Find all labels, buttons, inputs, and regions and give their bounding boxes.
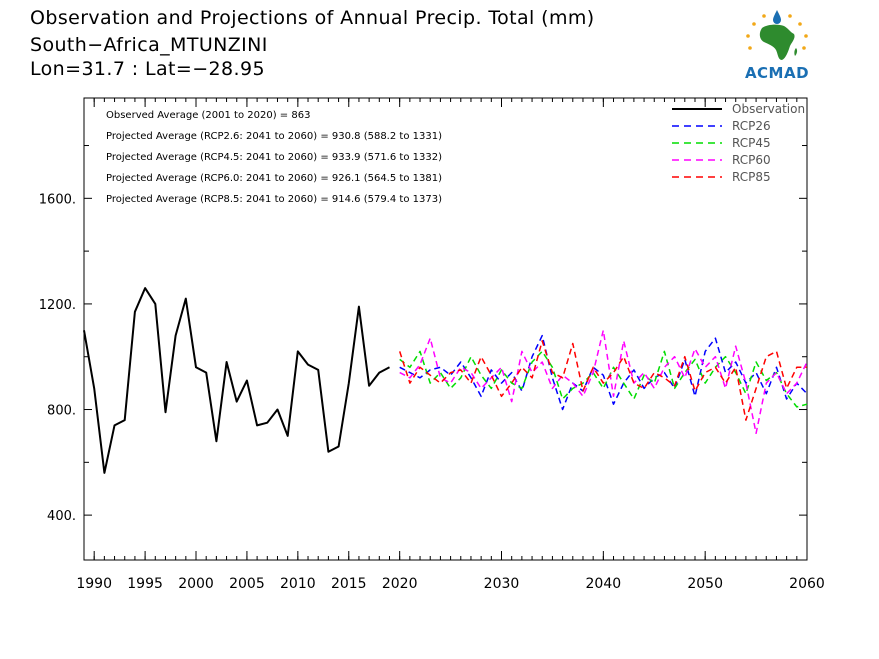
annotation-text: Projected Average (RCP6.0: 2041 to 2060)… [106, 173, 442, 184]
x-tick-label: 2060 [789, 576, 825, 592]
africa-map-logo-icon [746, 10, 808, 60]
chart-subtitle-coordinates: Lon=31.7 : Lat=−28.95 [30, 58, 265, 80]
legend-label: RCP45 [732, 136, 771, 150]
x-tick-label: 1990 [76, 576, 112, 592]
chart-subtitle-location: South−Africa_MTUNZINI [30, 34, 268, 56]
logo-text: ACMAD [744, 64, 810, 82]
legend-label: Observation [732, 102, 805, 116]
annotation-text: Observed Average (2001 to 2020) = 863 [106, 110, 310, 121]
x-tick-label: 1995 [127, 576, 163, 592]
x-tick-label: 2010 [280, 576, 316, 592]
annotation-text: Projected Average (RCP2.6: 2041 to 2060)… [106, 131, 442, 142]
legend-label: RCP60 [732, 153, 771, 167]
series-line-rcp45 [399, 350, 808, 408]
legend-label: RCP26 [732, 119, 771, 133]
acmad-logo: ACMAD [738, 8, 816, 84]
series-line-rcp60 [399, 329, 808, 435]
plot-frame [83, 97, 808, 561]
series-line-rcp85 [398, 340, 807, 421]
annotation-text: Projected Average (RCP8.5: 2041 to 2060)… [106, 194, 442, 205]
x-tick-label: 2040 [586, 576, 622, 592]
chart-title: Observation and Projections of Annual Pr… [30, 7, 595, 29]
series-line-rcp26 [399, 334, 808, 411]
x-tick-label: 2000 [178, 576, 214, 592]
x-tick-label: 2005 [229, 576, 265, 592]
y-tick-label: 400. [47, 509, 76, 524]
x-tick-label: 2030 [484, 576, 520, 592]
y-tick-label: 800. [47, 404, 76, 419]
x-tick-label: 2050 [687, 576, 723, 592]
annotation-text: Projected Average (RCP4.5: 2041 to 2060)… [106, 152, 442, 163]
series-line-observation [83, 287, 390, 474]
legend-label: RCP85 [732, 170, 771, 184]
x-tick-label: 2020 [382, 576, 418, 592]
x-tick-label: 2015 [331, 576, 367, 592]
y-tick-label: 1600. [39, 192, 76, 207]
y-tick-label: 1200. [39, 298, 76, 313]
